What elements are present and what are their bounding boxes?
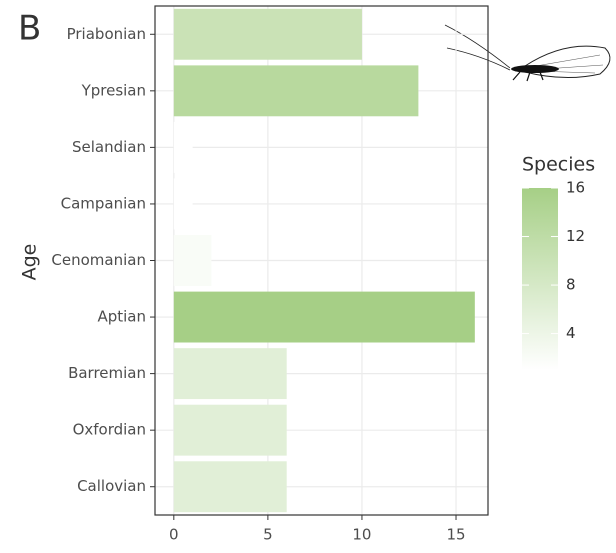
y-tick-label: Selandian [72, 138, 146, 156]
colorbar-label: 12 [566, 227, 585, 245]
bar [173, 121, 193, 173]
y-axis-label: Age [19, 244, 41, 281]
colorbar-label: 8 [566, 276, 576, 294]
bar [173, 461, 287, 513]
bar [173, 404, 287, 456]
y-tick-label: Aptian [97, 308, 146, 326]
y-tick-label: Callovian [77, 477, 146, 495]
insect-illustration [444, 24, 611, 82]
x-tick-label: 15 [446, 526, 465, 544]
y-tick-label: Campanian [61, 194, 146, 212]
colorbar-label: 16 [566, 179, 585, 197]
bar [173, 178, 193, 230]
panel-border [154, 5, 489, 516]
x-tick-label: 5 [263, 526, 273, 544]
bar [173, 291, 475, 343]
bar [173, 8, 362, 60]
x-tick-label: 0 [169, 526, 179, 544]
y-tick-label: Ypresian [81, 81, 146, 99]
y-tick-label: Priabonian [67, 25, 146, 43]
bar [173, 65, 419, 117]
x-tick-label: 10 [352, 526, 371, 544]
bar [173, 235, 212, 286]
y-tick-label: Oxfordian [73, 421, 146, 439]
legend-title: Species [522, 154, 595, 176]
y-tick-label: Barremian [68, 364, 146, 382]
y-tick-label: Cenomanian [51, 251, 146, 269]
bar [173, 348, 287, 400]
panel-label: B [18, 9, 41, 49]
colorbar [522, 188, 558, 370]
colorbar-label: 4 [566, 324, 576, 342]
